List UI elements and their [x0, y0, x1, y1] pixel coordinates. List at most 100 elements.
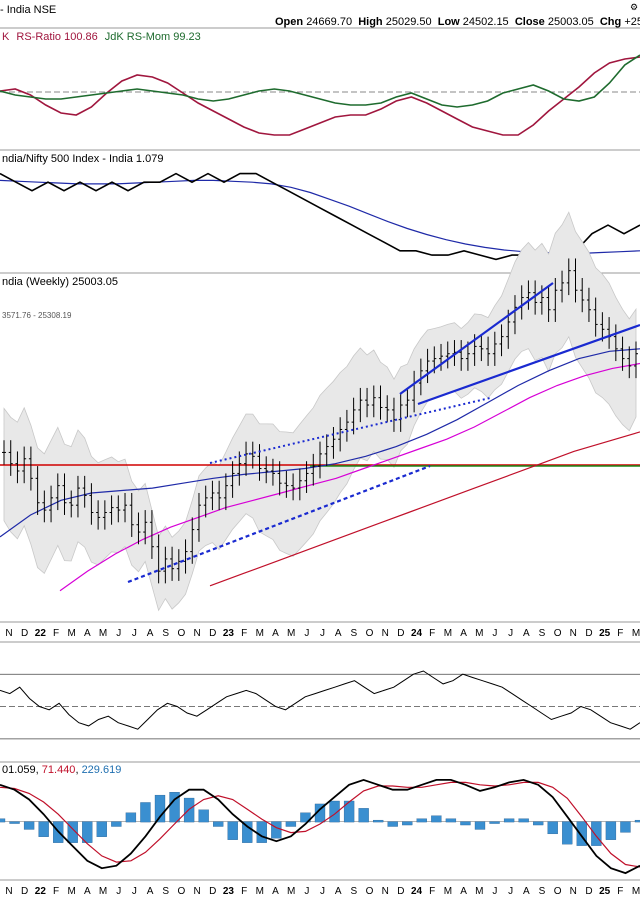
macd-hist-bar	[373, 819, 384, 823]
macd-hist-bar	[445, 818, 457, 823]
macd-hist-bar	[416, 818, 427, 823]
x-tick-label: J	[304, 886, 309, 897]
x-tick-label: D	[397, 886, 404, 897]
bollinger-band	[3, 211, 637, 612]
high-label: High	[358, 16, 383, 28]
x-tick-label: M	[287, 628, 295, 639]
macd-hist-bar	[605, 821, 617, 840]
x-tick-label: M	[68, 628, 76, 639]
x-tick-label: A	[335, 886, 342, 897]
macd-hist-bar	[271, 821, 282, 839]
x-tick-label: 25	[599, 628, 611, 639]
x-axis-top: N D 22 F M A M J J A S O N D 23 F M A M J J A S O N D 24 F M A M J J A S O N…	[5, 628, 640, 639]
x-tick-label: M	[287, 886, 295, 897]
macd-hist-bar	[474, 821, 486, 830]
gear-icon[interactable]: ⚙	[630, 2, 639, 12]
x-tick-label: D	[21, 886, 28, 897]
macd-hist-bar	[620, 821, 631, 833]
macd-hist-bar	[402, 821, 413, 826]
x-tick-label: M	[632, 628, 640, 639]
x-tick-label: A	[335, 628, 342, 639]
x-tick-label: D	[21, 628, 28, 639]
band-legend: 3571.76 - 25308.19	[2, 311, 72, 320]
x-tick-label: N	[193, 628, 200, 639]
x-tick-label: J	[132, 886, 137, 897]
x-tick-label: M	[68, 886, 76, 897]
x-tick-label: N	[5, 628, 12, 639]
x-axis-bottom: N D 22 F M A M J J A S O N D 23 F M A M J J A S O N D 24 F M A M J J A S O N…	[5, 886, 640, 897]
x-tick-label: A	[460, 886, 467, 897]
macd-hist-bar	[82, 821, 93, 843]
trendline-wedge-upper	[399, 282, 554, 395]
x-tick-label: M	[444, 628, 452, 639]
macd-hist-bar	[329, 800, 340, 823]
price-panel	[0, 211, 640, 612]
ma-long-line	[209, 431, 640, 587]
x-tick-label: J	[116, 886, 121, 897]
x-tick-label: J	[304, 628, 309, 639]
x-tick-label: 25	[599, 886, 611, 897]
x-tick-label: A	[147, 886, 154, 897]
x-tick-label: D	[209, 886, 216, 897]
x-tick-label: M	[632, 886, 640, 897]
rsi-line	[0, 670, 640, 730]
x-tick-label: S	[351, 628, 358, 639]
macd-hist-bar	[300, 812, 311, 823]
ma-mid-line	[59, 362, 640, 592]
trendline-lower-dashed	[127, 464, 431, 584]
x-tick-label: M	[444, 886, 452, 897]
macd-hist-bar	[125, 812, 137, 823]
macd-hist-bar	[154, 794, 166, 823]
macd-hist-bar	[96, 821, 107, 837]
macd-hist-bar	[0, 818, 6, 823]
x-tick-label: A	[272, 886, 279, 897]
x-tick-label: J	[132, 628, 137, 639]
macd-legend-b: 71.440	[42, 764, 76, 776]
macd-hist-bar	[634, 819, 640, 823]
x-tick-label: 24	[411, 886, 423, 897]
x-tick-label: J	[508, 886, 513, 897]
x-tick-label: J	[320, 628, 325, 639]
x-tick-label: S	[539, 886, 546, 897]
x-tick-label: F	[53, 886, 59, 897]
x-tick-label: A	[523, 628, 530, 639]
x-tick-label: F	[429, 628, 435, 639]
x-tick-label: F	[241, 886, 247, 897]
macd-legend-c: 229.619	[82, 764, 122, 776]
macd-hist-bar	[67, 821, 78, 843]
macd-hist-bar	[518, 818, 529, 823]
macd-hist-bar	[285, 821, 297, 827]
rrg-legend-ratio: RS-Ratio 100.86	[16, 31, 97, 43]
macd-hist-bar	[111, 821, 122, 827]
x-tick-label: A	[84, 886, 91, 897]
macd-hist-bar	[198, 809, 209, 823]
macd-line	[0, 778, 640, 875]
macd-hist-bar	[256, 821, 267, 843]
x-tick-label: D	[585, 628, 592, 639]
macd-legend: 01.059, 71.440, 229.619	[2, 764, 121, 776]
macd-signal-line	[0, 781, 640, 868]
rrg-legend-prefix: K	[2, 31, 10, 43]
x-tick-label: J	[320, 886, 325, 897]
macd-hist-bar	[562, 821, 573, 845]
macd-hist-bar	[23, 821, 35, 830]
low-label: Low	[437, 16, 460, 28]
x-tick-label: A	[147, 628, 154, 639]
macd-panel	[0, 778, 640, 875]
rsi-panel	[0, 670, 640, 740]
rrg-legend: K RS-Ratio 100.86 JdK RS-Mom 99.23	[2, 31, 201, 43]
x-tick-label: J	[508, 628, 513, 639]
macd-hist-bar	[169, 792, 180, 823]
high-value: 25029.50	[385, 16, 432, 28]
x-tick-label: M	[256, 628, 264, 639]
rs-mom-line	[0, 54, 640, 108]
ohlc-readout: Open 24669.70 High 25029.50 Low 24502.15…	[275, 16, 640, 28]
x-tick-label: S	[351, 886, 358, 897]
x-tick-label: 22	[35, 628, 47, 639]
macd-hist-bar	[431, 815, 442, 823]
x-tick-label: J	[492, 886, 497, 897]
x-tick-label: N	[382, 886, 389, 897]
x-tick-label: J	[492, 628, 497, 639]
